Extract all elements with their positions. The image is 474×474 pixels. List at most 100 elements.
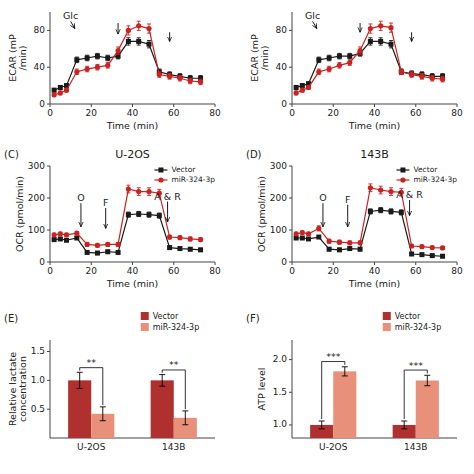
error-bar	[420, 245, 424, 248]
error-cap	[126, 35, 130, 36]
error-bar	[342, 367, 348, 376]
error-cap	[147, 195, 151, 196]
x-tick-label: 80	[451, 266, 463, 276]
y-tick	[47, 351, 50, 352]
annotation-label: O	[77, 192, 84, 203]
y-axis-line	[292, 340, 293, 438]
y-axis-line	[292, 12, 293, 104]
error-bar	[410, 244, 414, 247]
error-bar	[401, 421, 407, 429]
point	[347, 246, 352, 251]
y-axis-line	[50, 340, 51, 438]
point	[85, 56, 90, 61]
error-bar	[389, 209, 393, 214]
error-bar	[116, 251, 120, 254]
x-tick	[415, 104, 416, 107]
annotation-arrow	[118, 23, 119, 34]
point	[167, 234, 172, 239]
legend-swatch	[141, 323, 149, 331]
error-bar	[337, 248, 341, 251]
point	[64, 232, 69, 237]
point	[58, 231, 63, 236]
error-stem	[185, 411, 186, 425]
series-line	[296, 188, 442, 248]
y-axis-label-line: /min)	[17, 46, 28, 71]
y-axis-label-line: ATP level	[256, 368, 267, 411]
point	[105, 249, 110, 254]
error-cap	[319, 428, 325, 429]
y-axis-label-line: concentration	[17, 356, 28, 422]
error-cap	[379, 45, 383, 46]
plot-area	[68, 372, 197, 438]
y-tick-label: 40	[276, 62, 288, 72]
error-bar	[147, 188, 151, 196]
y-tick	[289, 424, 292, 425]
annotation-label: Glc	[63, 10, 78, 21]
y-axis-label-line: OCR (pmol/min)	[14, 176, 25, 252]
point	[388, 189, 393, 194]
y-tick-label: 80	[276, 25, 288, 35]
point	[300, 83, 305, 88]
x-tick-label: 40	[127, 108, 139, 118]
error-cap	[368, 183, 372, 184]
error-cap	[137, 30, 141, 31]
error-bar	[441, 76, 445, 82]
error-bar	[100, 407, 106, 421]
plot-area	[52, 21, 204, 97]
y-axis-line	[50, 166, 51, 262]
y-tick-label: 200	[28, 193, 45, 203]
y-axis-label: OCR (pmol/min)	[14, 176, 25, 252]
annotation-arrow	[409, 200, 410, 216]
x-tick-label: 60	[410, 108, 422, 118]
point	[52, 88, 57, 93]
error-bar	[327, 66, 331, 72]
error-cap	[116, 54, 120, 55]
error-bar	[147, 212, 151, 217]
error-bar	[317, 69, 321, 75]
point	[357, 48, 362, 53]
bar	[151, 380, 174, 438]
point	[347, 54, 352, 59]
point	[58, 90, 63, 95]
y-tick-label: 300	[28, 161, 45, 171]
error-bar	[337, 240, 341, 244]
x-tick	[415, 262, 416, 265]
panel: 020406080Time (min)04080ECAR (mP/min)Glc	[7, 10, 221, 131]
significance-label: **	[87, 357, 97, 368]
error-bar	[85, 55, 89, 61]
legend-label: Vector	[395, 312, 421, 321]
error-bar	[178, 75, 182, 81]
point	[146, 189, 151, 194]
point	[188, 78, 193, 83]
legend: Vector miR-324-3p	[383, 312, 441, 332]
legend-label: miR-324-3p	[395, 323, 441, 332]
point	[58, 236, 63, 241]
y-tick	[289, 104, 292, 105]
error-bar	[52, 88, 56, 92]
point	[177, 246, 182, 251]
point	[188, 247, 193, 252]
error-cap	[368, 23, 372, 24]
title: U-2OS	[115, 148, 150, 161]
error-cap	[182, 410, 188, 411]
y-tick	[47, 166, 50, 167]
error-bar	[399, 69, 403, 75]
error-cap	[182, 424, 188, 425]
series-line	[296, 210, 442, 256]
error-bar	[178, 247, 182, 250]
point	[64, 88, 69, 93]
point	[167, 74, 172, 79]
error-bar	[126, 38, 130, 45]
point	[378, 39, 383, 44]
annotation-arrow	[167, 202, 168, 222]
annotation-arrow	[71, 21, 75, 28]
error-cap	[159, 386, 165, 387]
error-bar	[168, 235, 172, 239]
legend-swatch	[383, 323, 391, 331]
error-bar	[159, 375, 165, 387]
point	[105, 56, 110, 61]
point	[419, 244, 424, 249]
error-cap	[100, 420, 106, 421]
point	[115, 48, 120, 53]
panel: 0.51.01.5Relative lactateconcentrationU-…	[4, 312, 215, 453]
